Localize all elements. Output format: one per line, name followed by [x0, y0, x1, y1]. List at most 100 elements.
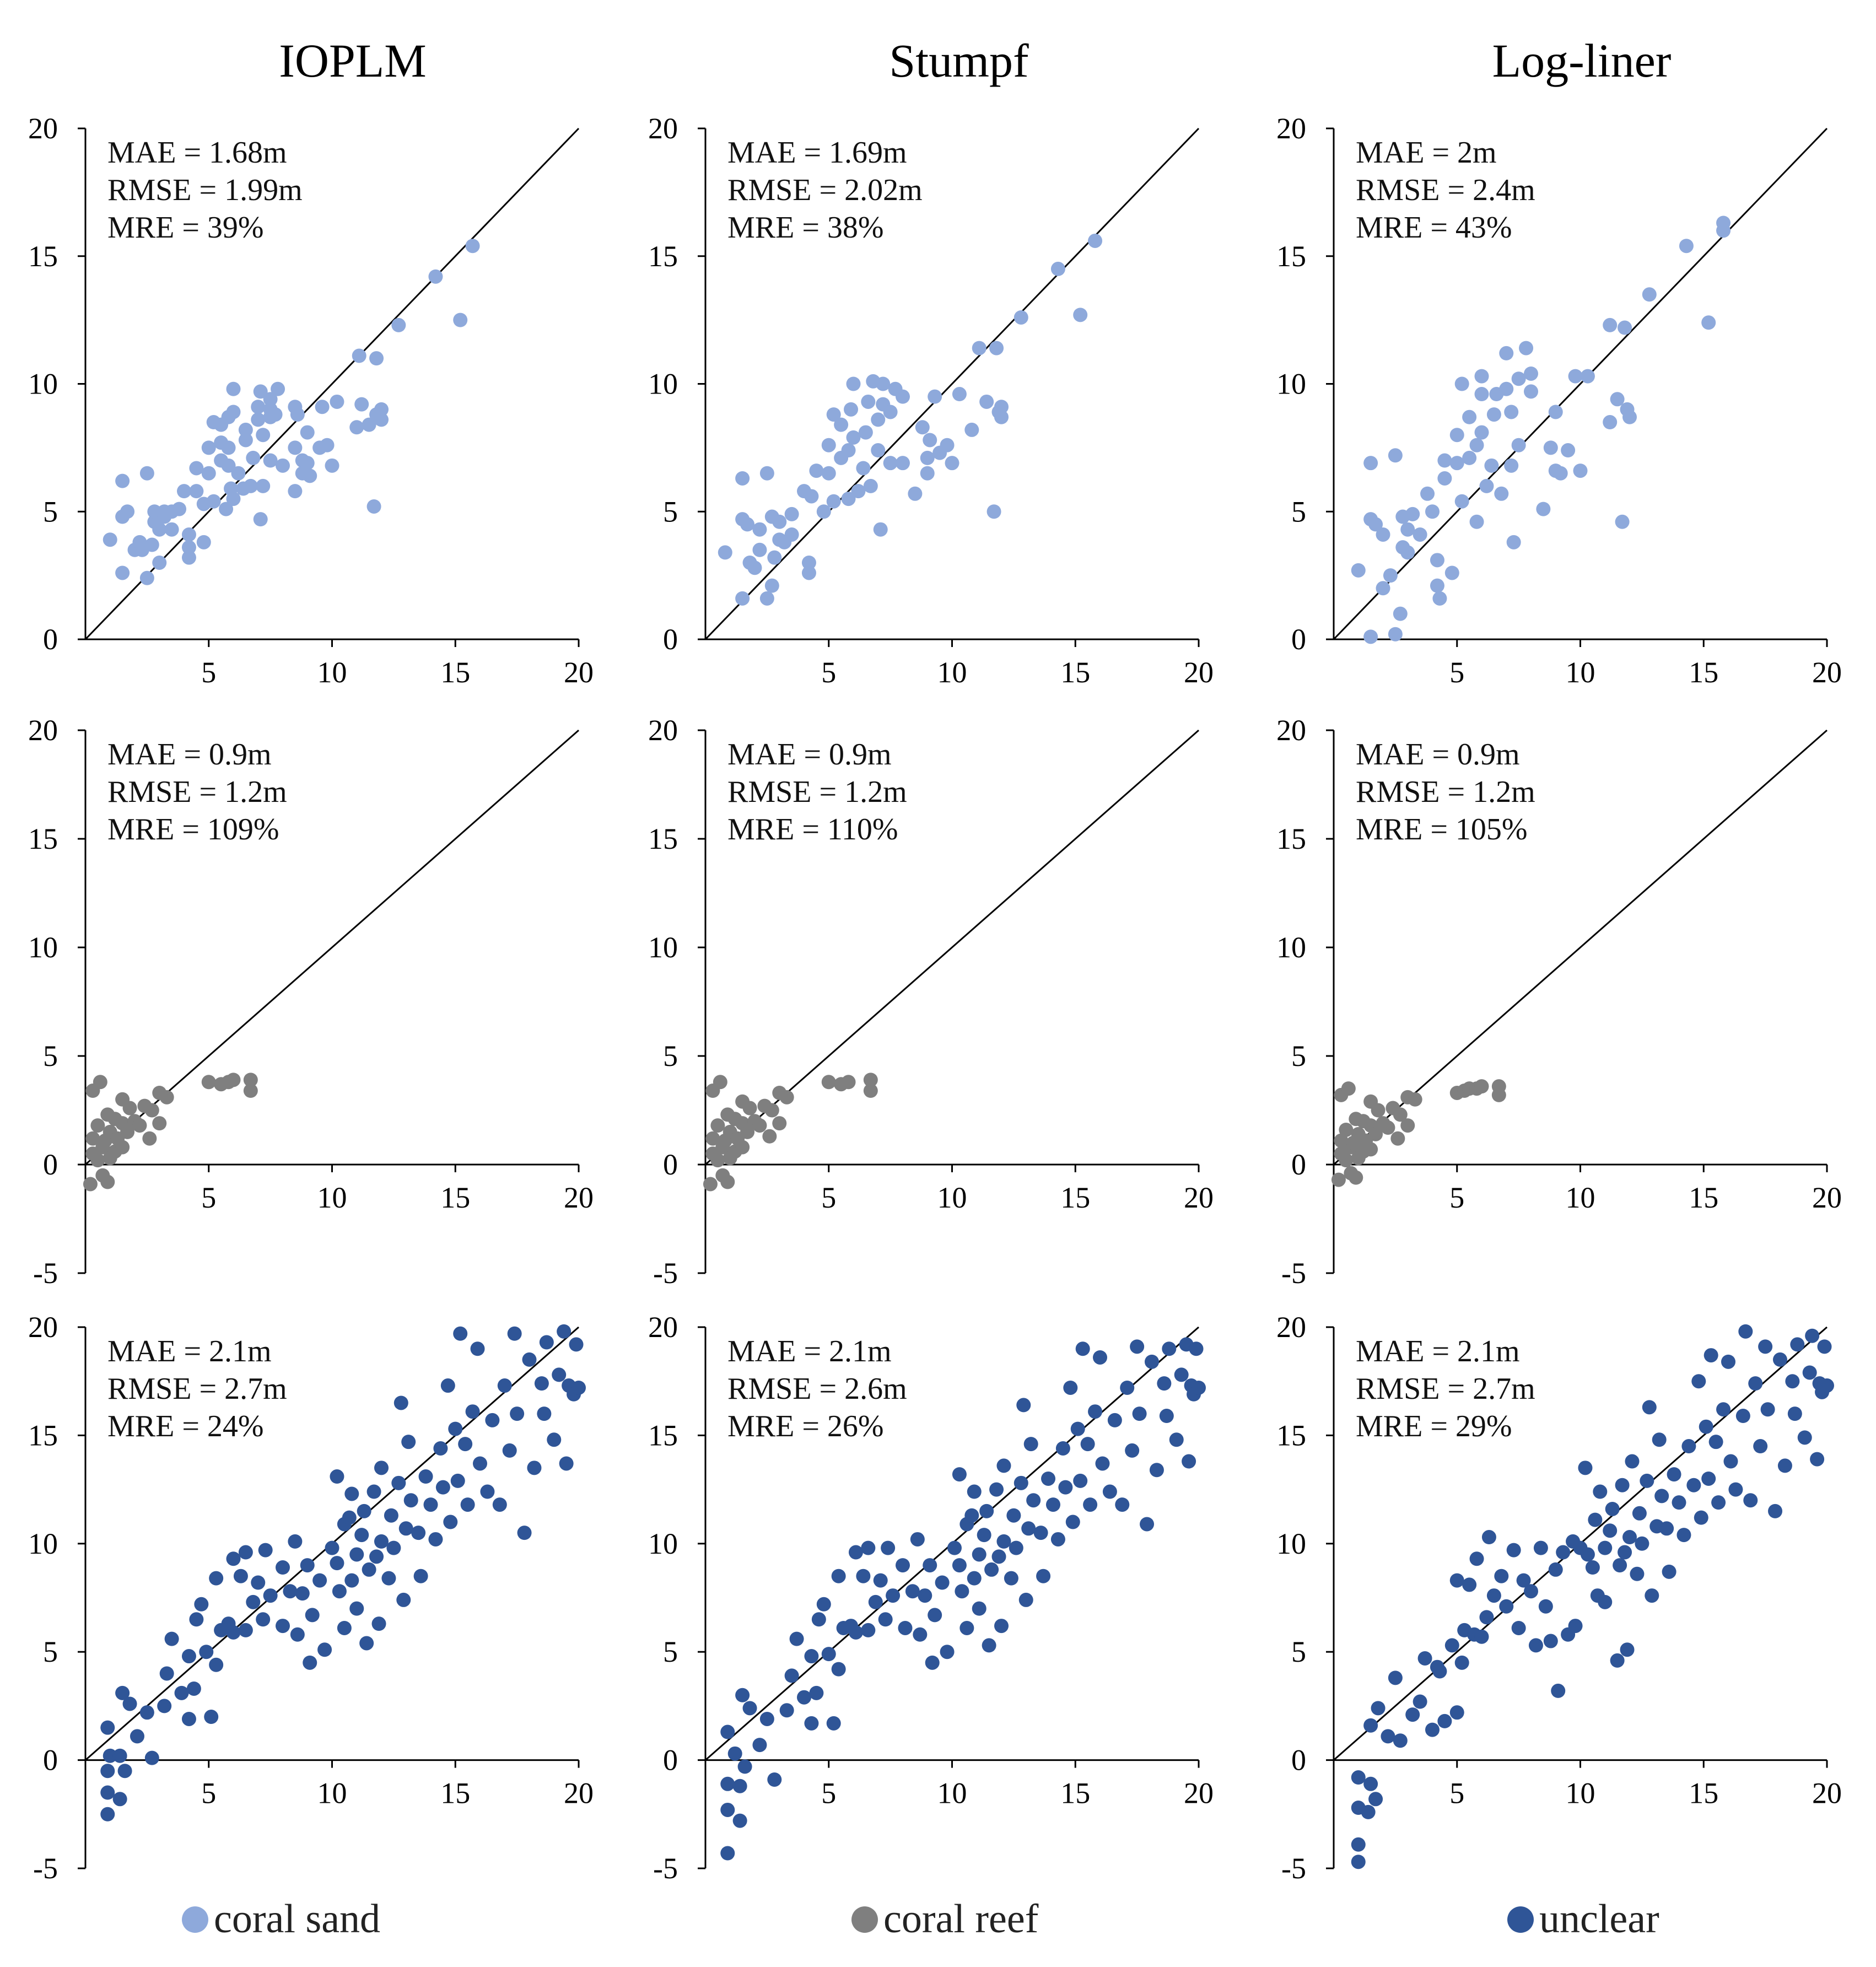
data-point-log-liner-unclear: [1568, 1619, 1583, 1634]
stat-label-ioplm-unclear: MAE = 2.1m: [107, 1334, 272, 1368]
data-point-log-liner-unclear: [1785, 1374, 1800, 1389]
data-point-ioplm-unclear: [522, 1352, 537, 1367]
x-tick-label-stumpf-unclear: 15: [1060, 1777, 1090, 1810]
data-point-stumpf-coral-sand: [979, 394, 994, 409]
data-point-stumpf-unclear: [831, 1569, 846, 1583]
data-point-stumpf-unclear: [1157, 1376, 1172, 1391]
data-point-log-liner-coral-reef: [1390, 1131, 1405, 1146]
x-tick-label-log-liner-coral-sand: 5: [1449, 656, 1464, 689]
data-point-ioplm-coral-sand: [226, 381, 241, 396]
y-tick-label-stumpf-unclear: 0: [663, 1744, 678, 1777]
data-point-stumpf-unclear: [1093, 1350, 1107, 1365]
data-point-log-liner-coral-sand: [1405, 506, 1420, 521]
data-point-stumpf-unclear: [809, 1685, 824, 1700]
data-point-log-liner-coral-sand: [1484, 458, 1499, 473]
data-point-log-liner-unclear: [1479, 1610, 1494, 1625]
y-tick-label-stumpf-unclear: 5: [663, 1635, 678, 1668]
data-point-stumpf-coral-reef: [841, 1075, 856, 1090]
stat-label-ioplm-coral-reef: MAE = 0.9m: [107, 737, 272, 772]
data-point-log-liner-coral-sand: [1494, 486, 1509, 501]
data-point-ioplm-unclear: [100, 1720, 115, 1735]
data-point-ioplm-coral-sand: [226, 492, 241, 506]
data-point-log-liner-coral-sand: [1462, 450, 1477, 465]
data-point-ioplm-unclear: [470, 1341, 485, 1356]
data-point-stumpf-coral-sand: [940, 438, 955, 452]
data-point-ioplm-unclear: [112, 1792, 127, 1807]
data-point-stumpf-unclear: [1192, 1380, 1206, 1395]
data-point-log-liner-unclear: [1694, 1510, 1708, 1525]
data-point-log-liner-unclear: [1672, 1495, 1686, 1510]
data-point-stumpf-unclear: [947, 1540, 962, 1555]
data-point-stumpf-unclear: [1045, 1497, 1060, 1512]
data-point-ioplm-coral-reef: [243, 1073, 258, 1087]
data-point-stumpf-unclear: [752, 1738, 767, 1753]
data-point-log-liner-unclear: [1363, 1718, 1378, 1733]
data-point-stumpf-coral-sand: [816, 504, 831, 519]
data-point-stumpf-unclear: [935, 1575, 950, 1590]
data-point-ioplm-unclear: [325, 1540, 339, 1555]
data-point-ioplm-unclear: [283, 1584, 298, 1599]
x-tick-label-stumpf-unclear: 10: [937, 1777, 967, 1810]
data-point-log-liner-unclear: [1598, 1594, 1613, 1609]
data-point-ioplm-unclear: [359, 1636, 374, 1651]
data-point-log-liner-unclear: [1772, 1352, 1787, 1367]
data-point-stumpf-unclear: [959, 1620, 974, 1635]
data-point-stumpf-coral-sand: [772, 514, 787, 529]
y-tick-label-log-liner-unclear: 10: [1276, 1527, 1306, 1560]
data-point-stumpf-coral-sand: [851, 484, 866, 499]
data-point-ioplm-unclear: [209, 1571, 224, 1586]
data-point-ioplm-unclear: [112, 1748, 127, 1763]
data-point-log-liner-coral-sand: [1469, 438, 1484, 452]
data-point-log-liner-unclear: [1735, 1409, 1750, 1424]
data-point-stumpf-unclear: [821, 1647, 836, 1662]
data-point-ioplm-coral-sand: [288, 484, 303, 499]
data-point-ioplm-unclear: [288, 1534, 303, 1549]
data-point-stumpf-coral-sand: [735, 471, 750, 486]
data-point-ioplm-unclear: [357, 1503, 371, 1518]
stat-label-log-liner-unclear: MRE = 29%: [1356, 1409, 1512, 1443]
data-point-log-liner-coral-sand: [1504, 458, 1519, 473]
data-point-ioplm-unclear: [413, 1569, 428, 1583]
stat-label-stumpf-coral-reef: MAE = 0.9m: [727, 737, 892, 772]
data-point-ioplm-unclear: [194, 1597, 209, 1612]
data-point-stumpf-unclear: [1115, 1497, 1130, 1512]
data-point-log-liner-coral-sand: [1524, 384, 1538, 399]
stat-label-log-liner-coral-sand: MRE = 43%: [1356, 211, 1512, 245]
x-tick-label-log-liner-coral-sand: 15: [1689, 656, 1718, 689]
data-point-stumpf-unclear: [720, 1802, 735, 1817]
y-tick-label-stumpf-coral-reef: 0: [663, 1148, 678, 1181]
data-point-stumpf-coral-sand: [989, 341, 1004, 355]
data-point-stumpf-coral-reef: [764, 1103, 779, 1118]
data-point-ioplm-unclear: [251, 1575, 266, 1590]
data-point-ioplm-unclear: [386, 1540, 401, 1555]
x-tick-label-ioplm-coral-reef: 20: [564, 1181, 594, 1214]
data-point-ioplm-unclear: [569, 1337, 584, 1352]
stat-label-stumpf-coral-sand: MAE = 1.69m: [727, 136, 907, 170]
y-tick-label-stumpf-unclear: 20: [648, 1311, 678, 1344]
data-point-log-liner-unclear: [1738, 1324, 1753, 1339]
data-point-stumpf-unclear: [1065, 1515, 1080, 1529]
data-point-ioplm-unclear: [344, 1486, 359, 1501]
data-point-log-liner-unclear: [1618, 1545, 1632, 1560]
data-point-stumpf-unclear: [967, 1484, 982, 1499]
stat-label-log-liner-coral-reef: RMSE = 1.2m: [1356, 775, 1535, 809]
data-point-ioplm-unclear: [534, 1376, 549, 1391]
data-point-ioplm-coral-sand: [276, 458, 290, 473]
data-point-ioplm-coral-sand: [256, 428, 271, 443]
data-point-ioplm-coral-reef: [122, 1101, 137, 1115]
data-point-stumpf-unclear: [881, 1540, 896, 1555]
data-point-log-liner-unclear: [1499, 1599, 1514, 1614]
data-point-log-liner-unclear: [1659, 1521, 1674, 1536]
data-point-stumpf-unclear: [1016, 1398, 1031, 1413]
data-point-stumpf-coral-sand: [809, 464, 824, 478]
data-point-ioplm-coral-sand: [300, 456, 315, 471]
data-point-log-liner-coral-reef: [1371, 1103, 1386, 1118]
data-point-log-liner-coral-reef: [1400, 1118, 1415, 1133]
x-tick-label-log-liner-coral-sand: 10: [1566, 656, 1595, 689]
data-point-log-liner-coral-sand: [1420, 486, 1435, 501]
y-tick-label-log-liner-coral-sand: 15: [1276, 240, 1306, 273]
data-point-ioplm-coral-sand: [139, 570, 154, 585]
data-point-stumpf-coral-reef: [713, 1075, 727, 1090]
data-point-ioplm-unclear: [411, 1526, 426, 1540]
data-point-stumpf-unclear: [1036, 1569, 1051, 1583]
